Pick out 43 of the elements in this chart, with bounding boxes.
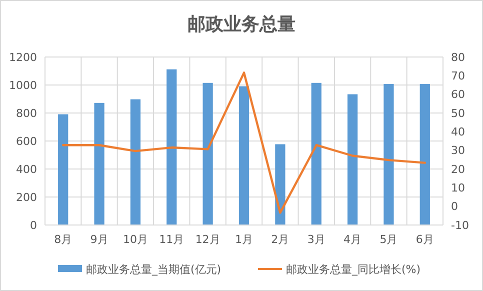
y2-tick-label: 40: [451, 126, 465, 139]
bar: [384, 84, 394, 225]
y-tick-label: 600: [16, 134, 37, 148]
y2-tick-label: 0: [451, 200, 458, 214]
chart-title: 邮政业务总量: [188, 14, 296, 35]
x-tick-label: 10月: [122, 233, 148, 246]
bar: [238, 86, 250, 225]
x-tick-label: 5月: [380, 233, 398, 246]
y-tick-label: 200: [16, 190, 37, 204]
y2-tick-label: 20: [451, 162, 465, 176]
y2-tick-label: 80: [451, 50, 465, 64]
bar: [130, 99, 141, 225]
bar: [202, 82, 213, 225]
y-tick-label: 800: [16, 106, 37, 120]
x-tick-label: 12月: [195, 233, 220, 246]
y2-tick-label: 60: [451, 88, 465, 102]
x-tick-label: 3月: [307, 233, 326, 246]
x-tick-label: 6月: [416, 233, 434, 246]
bar: [166, 69, 177, 225]
y-tick-label: 1200: [9, 50, 37, 64]
bar: [420, 84, 430, 225]
x-tick-label: 11月: [159, 233, 184, 246]
bar: [347, 94, 358, 225]
y-tick-label: 0: [30, 218, 37, 232]
bar: [94, 102, 104, 225]
x-tick-label: 1月: [235, 233, 253, 246]
x-tick-label: 9月: [90, 233, 108, 246]
y2-tick-label: 50: [451, 106, 465, 120]
bar: [58, 114, 68, 225]
y2-tick-label: 30: [451, 144, 465, 158]
bar: [275, 144, 286, 225]
bar: [311, 82, 322, 225]
y2-tick-label: -10: [451, 218, 469, 232]
x-tick-label: 4月: [344, 233, 362, 246]
line-series: [62, 72, 426, 214]
legend-label: 邮政业务总量_当期值(亿元): [86, 262, 222, 276]
y-tick-label: 400: [16, 162, 37, 176]
y2-tick-label: 10: [451, 182, 465, 195]
y-tick-label: 1000: [9, 78, 37, 92]
legend-label: 邮政业务总量_同比增长(%): [286, 262, 421, 276]
x-tick-label: 2月: [271, 233, 290, 246]
x-tick-label: 8月: [54, 233, 72, 246]
y2-tick-label: 70: [451, 70, 465, 83]
